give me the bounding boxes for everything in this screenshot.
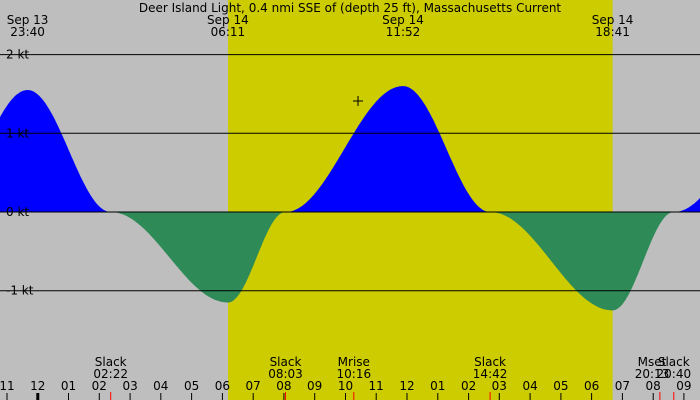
y-tick-label: 1 kt [6,126,29,140]
x-tick-label: 08 [646,379,661,393]
x-axis-ticks: 11 12 01 02 03 04 05 06 07 08 09 10 11 12 01 02 03 04 05 06… [0,379,692,400]
event-date-label: Sep 14 [592,13,634,27]
chart-title: Deer Island Light, 0.4 nmi SSE of (depth… [139,1,562,15]
x-tick-label: 09 [676,379,691,393]
event-time-label: 18:41 [595,25,630,39]
x-tick-label: 08 [276,379,291,393]
x-tick-label: 06 [215,379,230,393]
event-date-label: Sep 14 [382,13,424,27]
event-time: 20:40 [657,367,692,381]
y-tick-label: -1 kt [6,284,34,298]
x-tick-label: 03 [122,379,137,393]
x-tick-label: 03 [492,379,507,393]
event-label: Mrise [338,355,370,369]
flood-area [674,198,700,212]
x-tick-label: 12 [399,379,414,393]
event-time: 08:03 [268,367,303,381]
flood-area [285,86,491,212]
x-tick-label: 06 [584,379,599,393]
x-tick-label: 05 [553,379,568,393]
current-curve [0,86,700,311]
x-tick-label: 05 [184,379,199,393]
event-label: Slack [658,355,690,369]
x-tick-label: 02 [461,379,476,393]
x-tick-label: 11 [0,379,15,393]
event-label: Mset [638,355,667,369]
x-tick-label: 10 [338,379,353,393]
event-time-label: 23:40 [10,25,45,39]
bottom-events: Slack02:22Slack08:03Mrise10:16Slack14:42… [93,355,691,400]
event-label: Slack [474,355,506,369]
event-label: Slack [95,355,127,369]
x-tick-label: 02 [92,379,107,393]
x-tick-label: 07 [615,379,630,393]
y-axis-ticks: 2 kt 1 kt 0 kt -1 kt [6,48,34,298]
event-time-label: 06:11 [211,25,246,39]
event-time: 20:13 [635,367,670,381]
x-tick-label: 04 [153,379,168,393]
x-tick-label: 12 [30,379,45,393]
x-tick-label: 09 [307,379,322,393]
x-tick-label: 04 [522,379,537,393]
x-tick-label: 01 [61,379,76,393]
event-date-label: Sep 14 [207,13,249,27]
y-tick-label: 2 kt [6,48,29,62]
x-tick-label: 01 [430,379,445,393]
ebb-area [111,212,284,303]
gridlines [0,54,700,292]
event-date-label: Sep 13 [7,13,49,27]
x-tick-label: 11 [369,379,384,393]
y-tick-label: 0 kt [6,205,29,219]
event-time-label: 11:52 [386,25,421,39]
current-time-marker [353,96,363,106]
event-time: 10:16 [337,367,372,381]
flood-area [0,90,111,212]
x-tick-label: 07 [246,379,261,393]
event-time: 02:22 [93,367,128,381]
event-time: 14:42 [473,367,508,381]
event-label: Slack [270,355,302,369]
ebb-area [491,212,674,311]
